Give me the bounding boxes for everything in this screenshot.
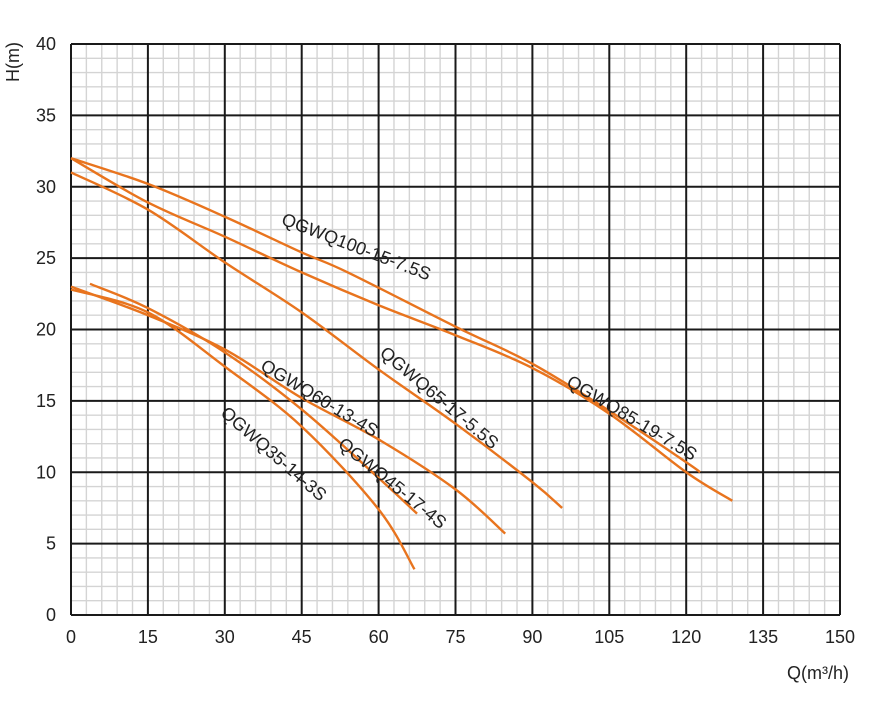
x-tick-label: 45 bbox=[292, 627, 312, 647]
x-tick-label: 30 bbox=[215, 627, 235, 647]
y-tick-label: 20 bbox=[36, 320, 56, 340]
x-tick-label: 120 bbox=[671, 627, 701, 647]
curves bbox=[70, 157, 733, 570]
y-tick-label: 15 bbox=[36, 391, 56, 411]
curve-qgwq60-13-4s bbox=[70, 285, 507, 535]
curve-qgwq35-14-3s bbox=[70, 288, 416, 570]
x-tick-label: 75 bbox=[445, 627, 465, 647]
curve-qgwq65-17-5.5s bbox=[70, 171, 563, 509]
y-tick-label: 35 bbox=[36, 105, 56, 125]
curve-qgwq100-15-7.5s bbox=[70, 157, 701, 474]
y-tick-label: 40 bbox=[36, 34, 56, 54]
curve-qgwq45-17-4s bbox=[89, 282, 418, 515]
x-tick-label: 150 bbox=[825, 627, 855, 647]
x-axis-label: Q(m³/h) bbox=[787, 663, 849, 683]
x-tick-labels: 0 15 30 45 60 75 90 105 120 135 150 bbox=[66, 627, 855, 647]
y-tick-label: 25 bbox=[36, 248, 56, 268]
x-tick-label: 135 bbox=[748, 627, 778, 647]
y-tick-labels: 0 5 10 15 20 25 30 35 40 bbox=[36, 34, 56, 625]
curve-label: QGWQ85-19-7.5S bbox=[563, 371, 700, 464]
x-tick-label: 60 bbox=[369, 627, 389, 647]
y-tick-label: 5 bbox=[46, 534, 56, 554]
curve-qgwq85-19-7.5s bbox=[70, 157, 733, 502]
y-axis-label: H(m) bbox=[3, 42, 23, 82]
major-grid bbox=[70, 43, 841, 616]
x-tick-label: 90 bbox=[522, 627, 542, 647]
y-tick-label: 30 bbox=[36, 177, 56, 197]
y-tick-label: 0 bbox=[46, 605, 56, 625]
x-tick-label: 105 bbox=[594, 627, 624, 647]
x-tick-label: 15 bbox=[138, 627, 158, 647]
x-tick-label: 0 bbox=[66, 627, 76, 647]
curve-label: QGWQ65-17-5.5S bbox=[376, 343, 502, 453]
y-tick-label: 10 bbox=[36, 462, 56, 482]
